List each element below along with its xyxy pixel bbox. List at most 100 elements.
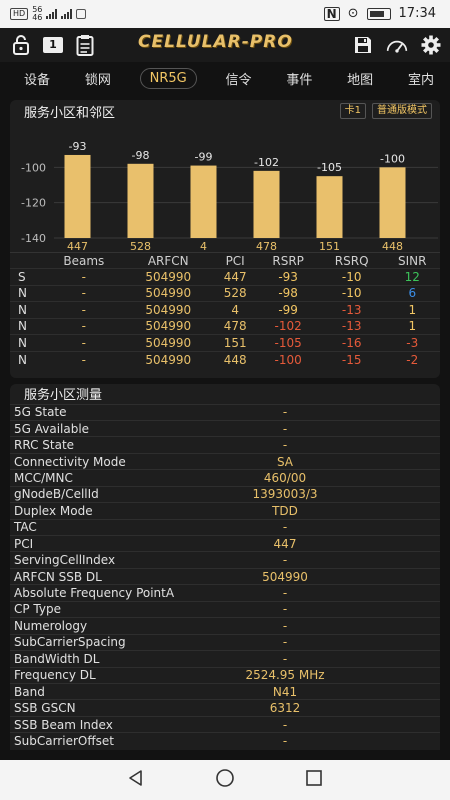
measure-row: gNodeB/CellId 1393003/3: [10, 485, 440, 502]
system-nav-bar: [0, 760, 450, 800]
measure-row: Absolute Frequency PointA -: [10, 584, 440, 600]
tab-map[interactable]: 地图: [347, 72, 374, 88]
measure-value: -: [282, 635, 288, 650]
cell-type: N: [10, 301, 44, 318]
measure-key: SubCarrierOffset: [14, 733, 114, 748]
bar-value-label: -98: [132, 149, 150, 162]
cell-sinr: 12: [384, 268, 440, 285]
table-row: N -504990 151 -105 -16 -3: [10, 334, 440, 351]
cell-sinr: -3: [384, 334, 440, 351]
cell-beams: -: [44, 350, 124, 368]
col-sinr: SINR: [384, 252, 440, 269]
network-5g-label: 56: [32, 5, 43, 14]
cell-arfcn: 504990: [123, 317, 213, 335]
clipboard-icon[interactable]: [74, 34, 96, 56]
measure-value: -: [282, 618, 288, 633]
measure-key: BandWidth DL: [14, 651, 100, 666]
cell-rsrq: -15: [318, 350, 385, 368]
cell-sinr: 1: [384, 317, 440, 335]
cell-pci: 448: [212, 350, 258, 368]
measure-key: Numerology: [14, 618, 88, 633]
chart-bar: [190, 165, 217, 238]
cell-pci: 478: [212, 317, 258, 335]
x-category-label: 4: [200, 240, 207, 252]
cell-rsrq: -10: [318, 284, 385, 302]
cell-beams: -: [44, 317, 124, 335]
measure-key: Band: [14, 684, 45, 699]
measure-value: TDD: [272, 503, 298, 518]
measure-value: -: [282, 717, 288, 732]
gear-icon[interactable]: [420, 34, 442, 56]
cell-rsrp: -98: [257, 284, 319, 302]
col-type: [10, 252, 44, 269]
cell-type: N: [10, 284, 44, 302]
cell-arfcn: 504990: [123, 350, 213, 368]
tab-signaling[interactable]: 信令: [225, 72, 252, 88]
cell-rsrq: -13: [318, 317, 385, 335]
cell-sinr: 6: [384, 284, 440, 302]
save-icon[interactable]: [352, 34, 374, 56]
home-icon[interactable]: [215, 768, 235, 792]
cell-pci: 4: [212, 301, 258, 318]
bar-value-label: -102: [254, 156, 279, 169]
measure-key: Absolute Frequency PointA: [14, 586, 175, 601]
chart-bar: [127, 163, 154, 238]
tab-nr5g[interactable]: NR5G: [139, 67, 197, 89]
x-category-label: 448: [382, 240, 403, 252]
status-right: N ⊙ 17:34: [323, 6, 436, 21]
tab-indoor[interactable]: 室内: [407, 72, 434, 88]
chart-bar: [379, 167, 406, 238]
measure-value: -: [282, 421, 288, 436]
measure-key: PCI: [14, 536, 34, 551]
cell-pci: 447: [212, 268, 258, 285]
measure-row: TAC -: [10, 518, 440, 535]
recents-icon[interactable]: [305, 769, 323, 791]
cell-sinr: -2: [384, 350, 440, 368]
measure-row: Duplex Mode TDD: [10, 502, 440, 518]
neighbor-table: Beams ARFCN PCI RSRP RSRQ SINR S -504990 4…: [10, 252, 440, 368]
table-row: N -504990 528 -98 -10 6: [10, 284, 440, 302]
cell-pci: 528: [212, 284, 258, 302]
speedometer-icon[interactable]: [386, 34, 408, 56]
measure-value: -: [282, 405, 288, 420]
col-pci: PCI: [212, 252, 258, 269]
card-badge[interactable]: 卡1: [339, 103, 366, 119]
table-row: N -504990 4 -99 -13 1: [10, 301, 440, 318]
signal-icon: [46, 9, 58, 19]
measure-value: -: [282, 553, 288, 568]
tab-events[interactable]: 事件: [286, 72, 313, 88]
col-rsrq: RSRQ: [318, 252, 385, 269]
measure-row: Numerology -: [10, 617, 440, 633]
measure-key: SubCarrierSpacing: [14, 635, 126, 650]
lock-icon[interactable]: [10, 34, 32, 56]
measure-key: Duplex Mode: [14, 503, 93, 518]
tab-lock-network[interactable]: 锁网: [84, 72, 111, 88]
signal-icon-2: [61, 9, 73, 19]
back-icon[interactable]: [127, 769, 145, 791]
measure-key: gNodeB/CellId: [14, 487, 99, 502]
cell-rsrp: -105: [257, 334, 319, 351]
neighbor-panel-header: 服务小区和邻区 卡1 普通版模式: [10, 100, 440, 122]
x-category-label: 151: [319, 240, 340, 252]
measure-value: 1393003/3: [252, 487, 318, 502]
x-category-label: 478: [256, 240, 277, 252]
x-category-label: 528: [130, 240, 151, 252]
measure-value: -: [282, 651, 288, 666]
bar-value-label: -99: [195, 151, 213, 164]
measure-value: N41: [272, 684, 298, 699]
chart-bar: [64, 154, 91, 238]
sim-card-icon[interactable]: 1: [42, 34, 64, 56]
measure-key: SSB Beam Index: [14, 717, 113, 732]
clock: 17:34: [398, 6, 436, 21]
measure-row: MCC/MNC 460/00: [10, 469, 440, 485]
measure-value: 2524.95 MHz: [245, 668, 325, 683]
measure-value: -: [282, 438, 288, 453]
measure-row: 5G State -: [10, 403, 440, 420]
measure-key: 5G Available: [14, 421, 90, 436]
tab-device[interactable]: 设备: [24, 72, 51, 88]
measure-row: SSB GSCN 6312: [10, 699, 440, 715]
measure-key: ARFCN SSB DL: [14, 569, 102, 584]
measure-key: ServingCellIndex: [14, 553, 116, 568]
mode-badge[interactable]: 普通版模式: [372, 103, 432, 119]
chart-bar: [253, 170, 280, 238]
